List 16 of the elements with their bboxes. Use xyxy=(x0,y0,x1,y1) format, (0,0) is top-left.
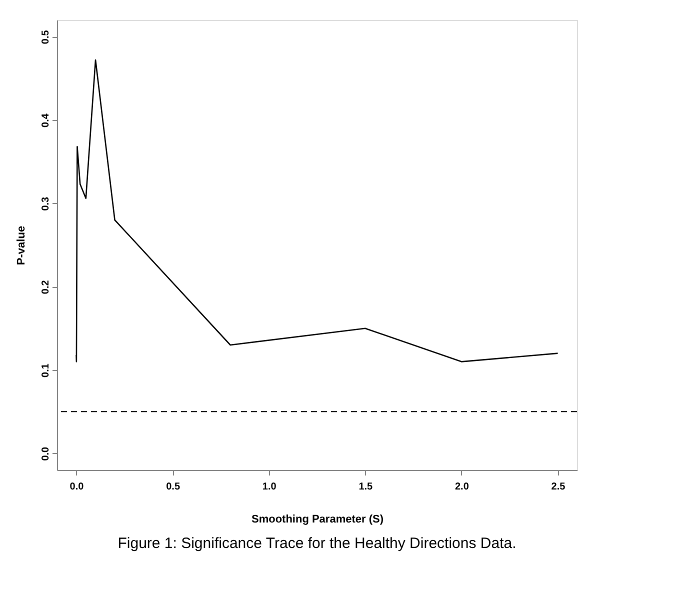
y-tick-label: 0.2 xyxy=(40,280,52,294)
x-tick-label: 0.0 xyxy=(70,482,84,492)
caption: Figure 1: Significance Trace for the Healthy Directions Data. xyxy=(118,535,516,552)
y-tick-label: 0.5 xyxy=(40,30,52,44)
x-tick-label: 2.5 xyxy=(551,482,566,492)
x-tick-label: 0.5 xyxy=(166,482,180,492)
line-series xyxy=(76,59,558,362)
x-tick-label: 1.0 xyxy=(262,482,277,492)
x-axis-title: Smoothing Parameter (S) xyxy=(251,514,384,526)
x-tick-label: 1.5 xyxy=(358,482,374,492)
y-tick-label: 0.1 xyxy=(40,363,52,378)
y-tick-label: 0.4 xyxy=(40,113,52,128)
x-tick-label: 2.0 xyxy=(454,482,470,492)
y-tick-label: 0.0 xyxy=(40,446,52,461)
y-axis-title: P-value xyxy=(16,226,28,266)
y-tick-label: 0.3 xyxy=(40,196,52,211)
